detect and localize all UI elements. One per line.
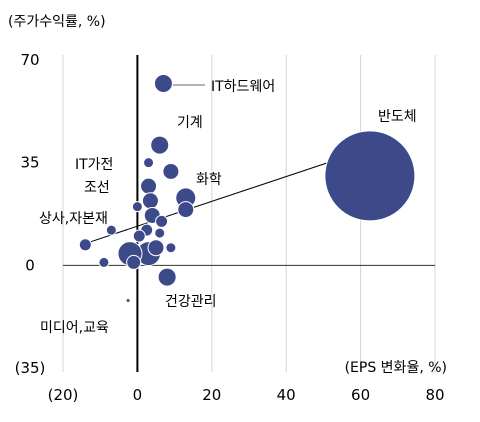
x-tick-label: 0 [133,386,143,404]
bubble-point [143,157,155,169]
x-axis-label: (EPS 변화율, %) [345,360,447,376]
point-label: 미디어,교육 [40,320,109,336]
x-tick-label: (20) [48,386,79,404]
point-label: IT가전 [75,157,113,173]
bubble-point [324,130,416,222]
bubble-point [150,135,170,155]
bubble-point [147,239,165,257]
point-label: 건강관리 [165,294,217,310]
point-label: 조선 [84,180,110,196]
bubble-point [162,162,180,180]
bubble-point [125,298,131,304]
bubble-point [165,242,177,254]
y-tick-label: 0 [25,256,35,274]
bubble-point [154,227,166,239]
point-label: IT하드웨어 [211,79,275,95]
x-tick-label: 80 [425,386,444,404]
bubble-point [126,254,142,270]
bubble-point [105,224,117,236]
x-tick-label: 60 [351,386,370,404]
bubble-point [177,201,195,219]
bubble-point [153,73,173,93]
y-tick-label: (35) [15,359,46,377]
bubble-point [157,267,177,287]
bubble-point [155,214,169,228]
tick-labels: 70 35 0 (35)(20) 0 20 40 60 80 [15,51,445,404]
x-tick-label: 40 [277,386,296,404]
grid-lines [62,55,436,372]
bubble-point [140,177,158,195]
y-tick-label: 35 [20,154,39,172]
point-label: 기계 [177,115,203,131]
y-tick-label: 70 [20,51,39,69]
point-label: 화학 [196,172,222,188]
bubble-point [132,229,146,243]
x-tick-label: 20 [202,386,221,404]
y-axis-label: (주가수익률, %) [8,14,106,30]
bubble-point [98,256,110,268]
bubble-point [141,192,159,210]
bubble-point [78,238,92,252]
bubble-point [131,201,143,213]
bubbles [78,73,416,304]
point-label: 반도체 [378,109,417,125]
trend-line [81,147,372,246]
point-label: 상사,자본재 [39,211,108,227]
